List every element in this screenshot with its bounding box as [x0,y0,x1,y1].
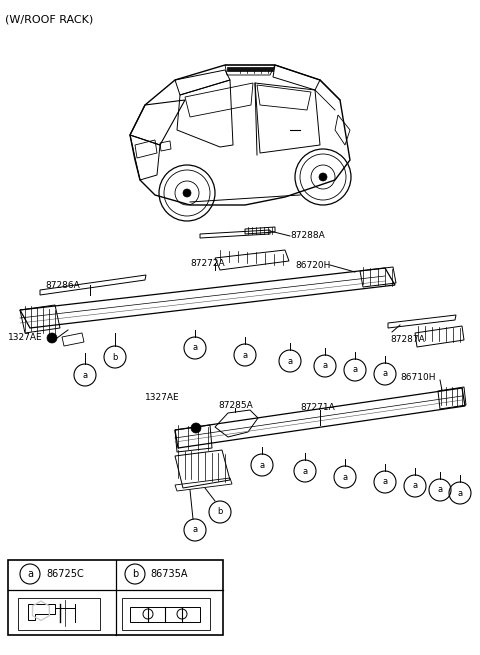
Text: 87288A: 87288A [290,231,325,240]
Circle shape [319,173,327,181]
Text: a: a [192,343,198,352]
Text: a: a [352,365,358,375]
Text: 86725C: 86725C [46,569,84,579]
Text: a: a [302,466,308,476]
Text: a: a [83,371,87,379]
Circle shape [191,423,201,433]
Text: a: a [383,477,387,487]
Text: a: a [27,569,33,579]
Text: 1327AE: 1327AE [8,333,43,343]
Text: 86710H: 86710H [400,373,435,383]
Text: 1327AE: 1327AE [145,394,180,403]
Text: 86720H: 86720H [295,261,330,269]
Polygon shape [227,67,273,71]
Text: a: a [323,362,327,371]
Text: 87287A: 87287A [390,335,425,345]
Text: b: b [112,352,118,362]
Text: a: a [412,481,418,491]
Text: 87272A: 87272A [190,259,225,267]
Text: b: b [217,508,223,517]
Text: 86735A: 86735A [150,569,188,579]
Text: a: a [259,460,264,470]
Text: 87271A: 87271A [300,403,335,413]
Text: a: a [192,525,198,534]
Text: (W/ROOF RACK): (W/ROOF RACK) [5,14,93,24]
Text: ⬡: ⬡ [29,600,51,624]
Text: a: a [288,356,293,365]
Text: a: a [383,369,387,379]
Text: a: a [457,489,463,498]
Text: a: a [242,350,248,360]
Text: b: b [132,569,138,579]
Text: a: a [342,472,348,481]
Text: 87286A: 87286A [45,280,80,290]
Circle shape [183,189,191,197]
Text: a: a [437,485,443,495]
Text: 87285A: 87285A [218,400,253,409]
Circle shape [47,333,57,343]
